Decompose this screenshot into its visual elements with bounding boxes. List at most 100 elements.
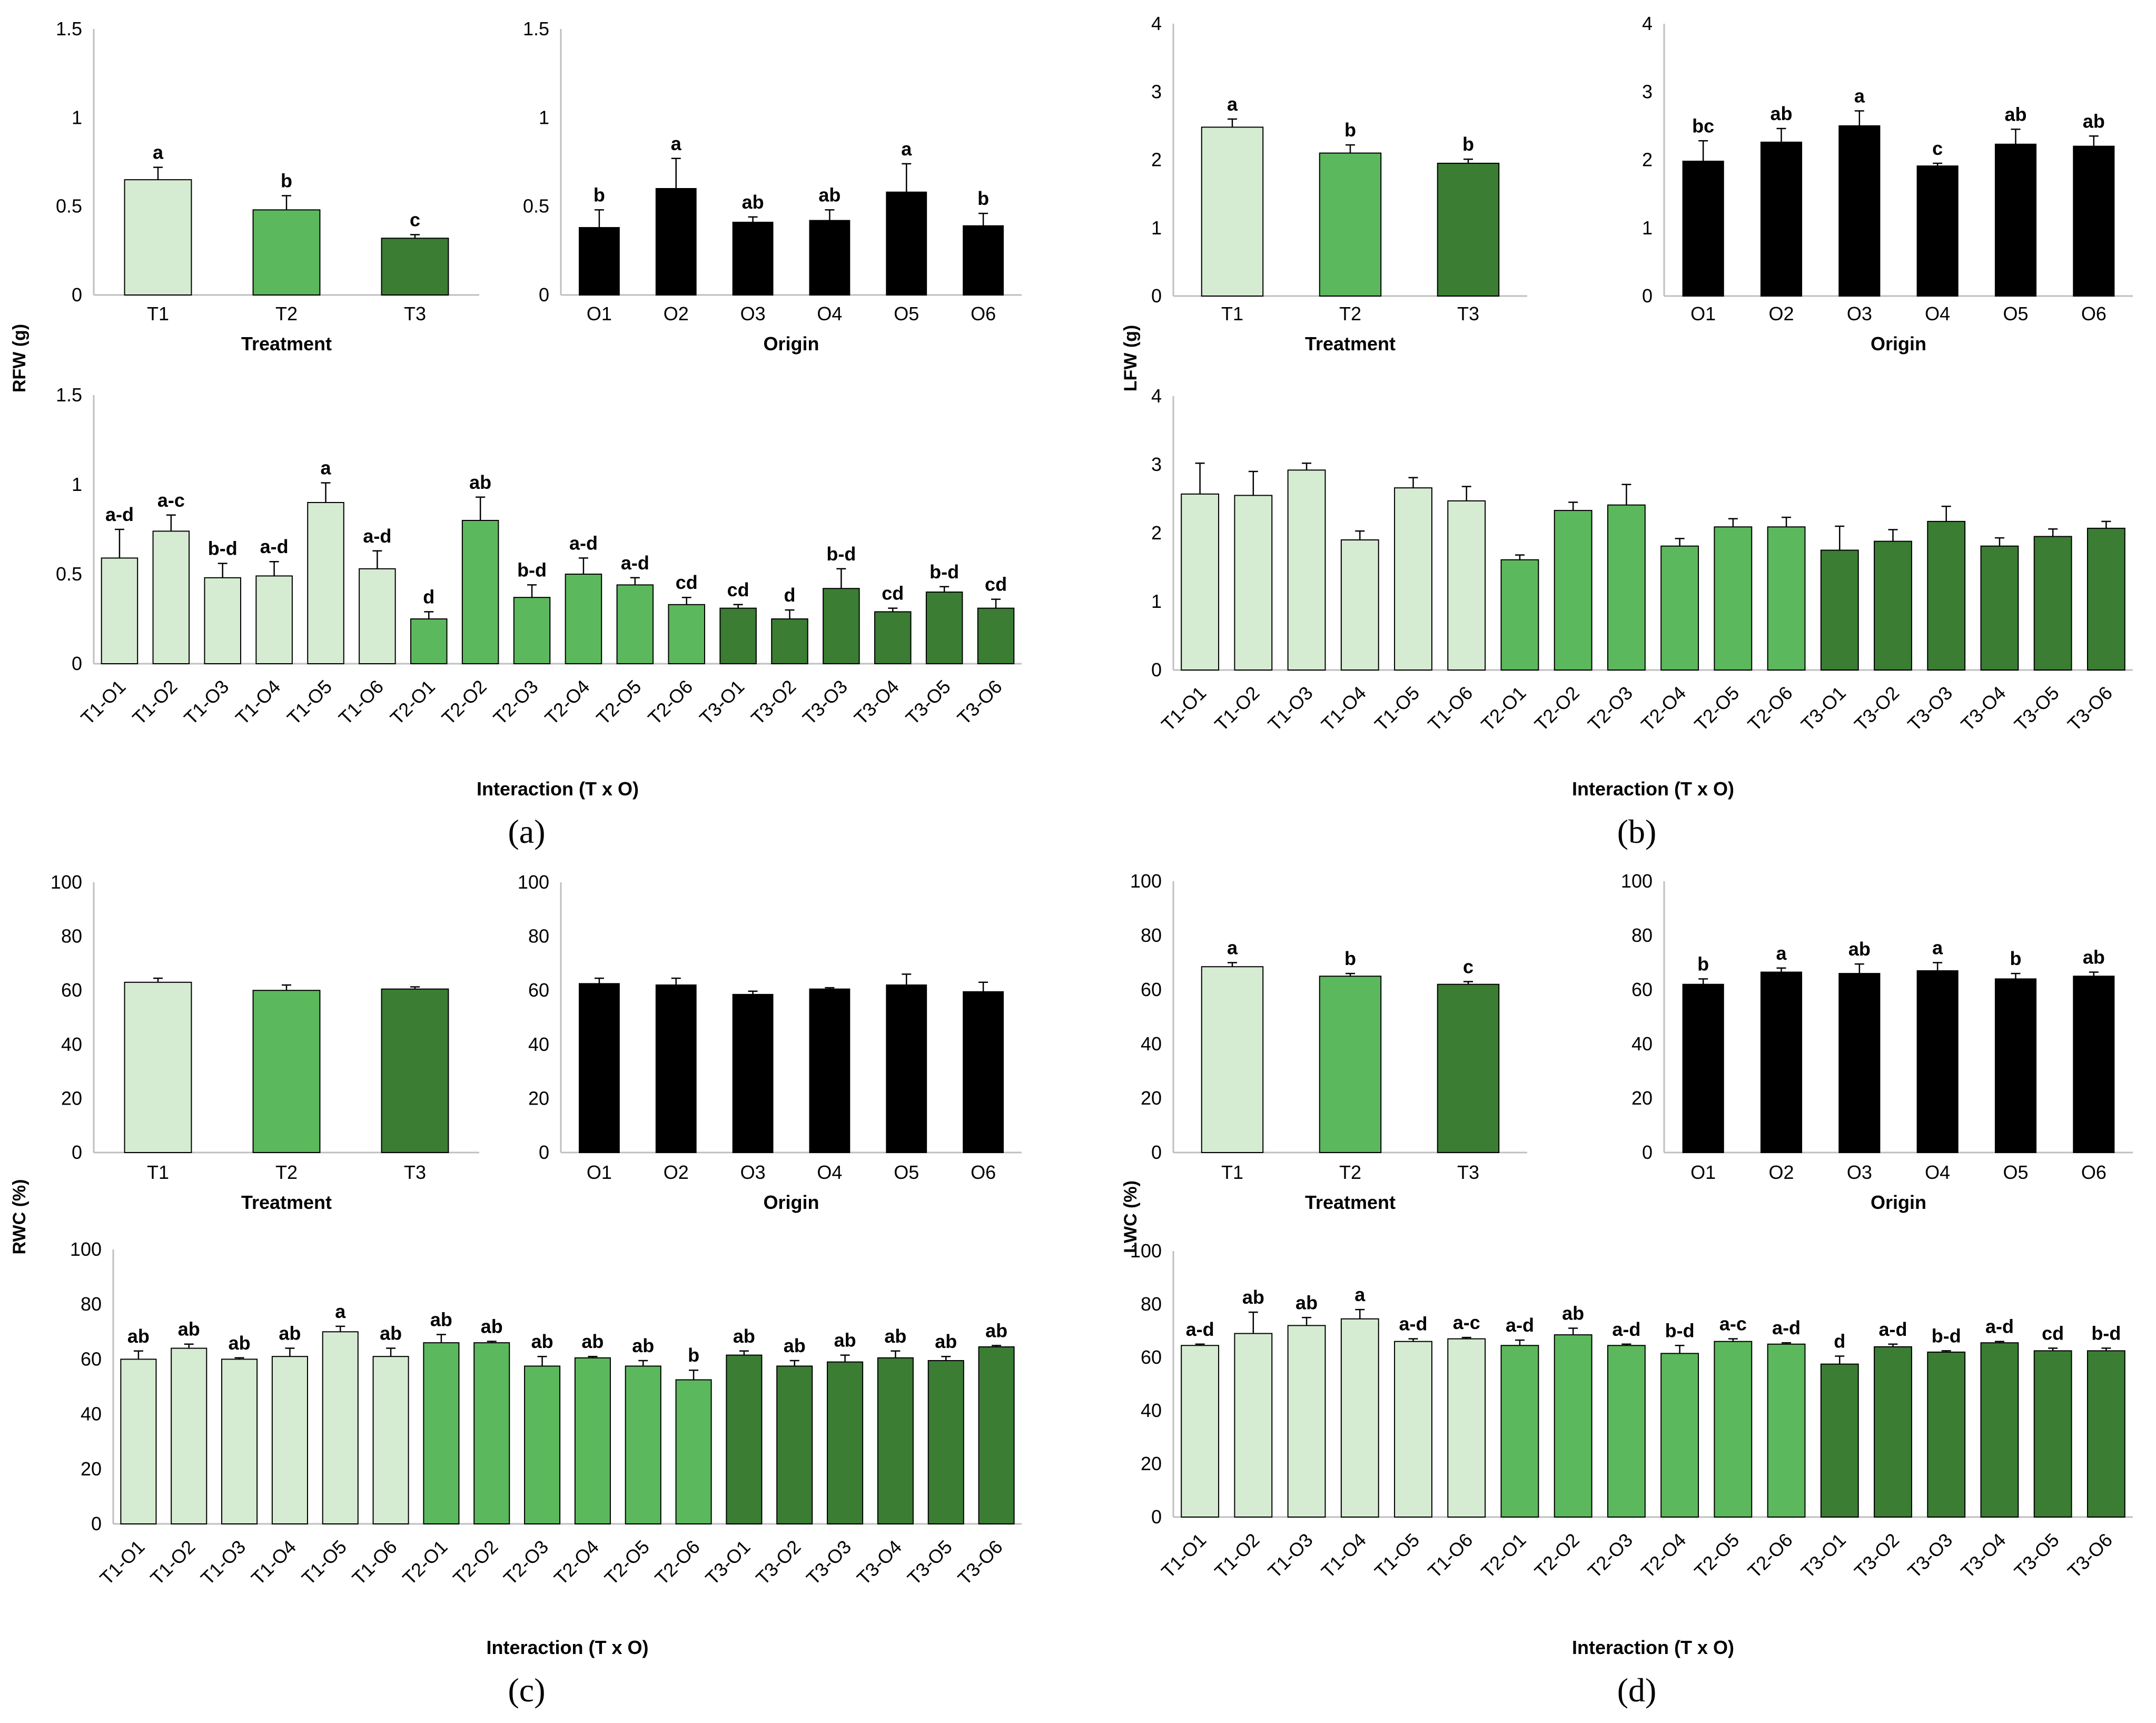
significance-letter-a3-T2-O6: cd (676, 572, 698, 593)
bar-c3-T2-O5 (625, 1365, 661, 1525)
bar-c2-O3 (732, 993, 774, 1154)
bar-b3-T1-O2 (1234, 495, 1273, 671)
bar-d2-O4 (1916, 970, 1959, 1153)
significance-letter-a3-T3-O5: b-d (929, 561, 959, 583)
significance-letter-c3-T1-O4: ab (279, 1323, 301, 1344)
bar-c2-O1 (579, 983, 620, 1153)
x-tick-label-c3-T2-O6: T2-O6 (651, 1536, 704, 1589)
x-tick-label-d1-T2: T2 (1339, 1161, 1361, 1183)
y-tick-label-d2: 100 (1621, 870, 1653, 892)
y-tick-label-b1: 2 (1151, 149, 1162, 171)
x-tick-label-c3-T2-O4: T2-O4 (550, 1536, 603, 1589)
y-tick-label-c3: 60 (81, 1348, 102, 1370)
y-tick-label-d1: 40 (1141, 1033, 1162, 1055)
bar-b3-T1-O5 (1394, 487, 1432, 671)
x-tick-label-c3-T3-O4: T3-O4 (853, 1536, 906, 1589)
y-tick-label-d2: 40 (1631, 1033, 1653, 1055)
panel-label-b: (b) (1617, 813, 1657, 850)
bar-c1-T1 (124, 981, 192, 1154)
bar-c3-T2-O4 (574, 1357, 611, 1524)
x-axis-title-b2: Origin (1871, 333, 1926, 355)
bar-b3-T2-O6 (1767, 526, 1806, 671)
x-tick-label-d3-T3-O2: T3-O2 (1850, 1529, 1903, 1582)
y-tick-label-c3: 100 (70, 1238, 102, 1260)
significance-letter-b2-O4: c (1932, 137, 1943, 159)
x-tick-label-d2-O2: O2 (1768, 1161, 1794, 1183)
significance-letter-a1-T3: c (410, 209, 420, 231)
x-tick-label-a3-T2-O3: T2-O3 (489, 676, 542, 729)
bar-b3-T3-O2 (1874, 540, 1912, 671)
y-tick-label-a3: 1.5 (56, 384, 82, 406)
y-tick-label-d2: 80 (1631, 924, 1653, 946)
significance-letter-a3-T3-O3: b-d (826, 543, 856, 565)
x-tick-label-b3-T1-O1: T1-O1 (1157, 682, 1210, 735)
bar-b3-T3-O1 (1820, 549, 1859, 671)
significance-letter-a3-T1-O2: a-c (157, 489, 185, 511)
y-tick-label-b3: 3 (1151, 454, 1162, 475)
x-tick-label-c3-T1-O4: T1-O4 (247, 1536, 300, 1589)
significance-letter-a3-T2-O2: ab (469, 471, 491, 493)
bar-d3-T2-O4 (1660, 1353, 1699, 1518)
significance-letter-c3-T1-O5: a (335, 1301, 346, 1322)
significance-letter-c3-T3-O3: ab (834, 1330, 856, 1351)
significance-letter-b1-T3: b (1462, 133, 1474, 155)
bar-b3-T2-O4 (1660, 545, 1699, 671)
significance-letter-a2-O1: b (594, 184, 605, 205)
significance-letter-a3-T2-O1: d (423, 586, 434, 607)
significance-letter-d3-T2-O2: ab (1562, 1302, 1584, 1324)
significance-letter-a3-T2-O5: a-d (621, 552, 649, 574)
y-tick-label-c1: 60 (61, 979, 82, 1001)
significance-letter-d1-T3: c (1463, 956, 1473, 978)
panel-label-c: (c) (508, 1671, 545, 1709)
x-tick-label-a3-T2-O5: T2-O5 (592, 676, 645, 729)
y-tick-label-d3: 60 (1141, 1346, 1162, 1368)
significance-letter-d3-T2-O3: a-d (1612, 1318, 1640, 1340)
significance-letter-a3-T3-O1: cd (727, 579, 749, 600)
y-tick-label-c2: 100 (518, 871, 549, 893)
significance-letter-d1-T1: a (1227, 937, 1238, 959)
bar-a3-T1-O5 (307, 502, 344, 664)
x-tick-label-a3-T2-O1: T2-O1 (386, 676, 439, 729)
bar-b3-T2-O1 (1500, 559, 1539, 671)
x-axis-title-c2: Origin (764, 1192, 819, 1213)
y-tick-label-a1: 0.5 (56, 195, 82, 217)
bar-a2-O3 (732, 221, 774, 296)
x-tick-label-a1-T1: T1 (147, 303, 169, 324)
significance-letter-a3-T3-O6: cd (985, 574, 1007, 595)
bar-b2-O5 (1994, 143, 2037, 297)
x-tick-label-c3-T3-O6: T3-O6 (954, 1536, 1007, 1589)
significance-letter-d3-T3-O1: d (1834, 1330, 1845, 1352)
bar-d3-T2-O2 (1554, 1334, 1593, 1518)
bar-b2-O1 (1682, 161, 1724, 297)
x-tick-label-d3-T1-O6: T1-O6 (1423, 1529, 1477, 1582)
x-tick-label-a3-T1-O4: T1-O4 (231, 676, 284, 729)
bar-a2-O2 (655, 188, 697, 296)
significance-letter-d1-T2: b (1344, 948, 1356, 969)
significance-letter-a3-T1-O6: a-d (363, 525, 391, 547)
x-tick-label-c3-T2-O3: T2-O3 (499, 1536, 552, 1589)
significance-letter-d3-T1-O5: a-d (1399, 1313, 1428, 1335)
x-tick-label-a3-T2-O2: T2-O2 (438, 676, 491, 729)
x-tick-label-a2-O4: O4 (817, 303, 842, 324)
x-tick-label-a3-T1-O6: T1-O6 (334, 676, 388, 729)
significance-letter-c3-T1-O1: ab (127, 1325, 150, 1347)
x-tick-label-a3-T3-O5: T3-O5 (902, 676, 955, 729)
x-tick-label-b3-T3-O2: T3-O2 (1850, 682, 1903, 735)
bar-a3-T2-O2 (461, 520, 499, 664)
significance-letter-d3-T1-O3: ab (1295, 1292, 1318, 1313)
y-tick-label-d3: 40 (1141, 1400, 1162, 1421)
y-tick-label-b3: 4 (1151, 385, 1162, 407)
x-tick-label-a2-O1: O1 (587, 303, 612, 324)
x-tick-label-b1-T3: T3 (1457, 303, 1479, 324)
significance-letter-a1-T1: a (153, 142, 164, 163)
bar-c3-T1-O5 (322, 1331, 359, 1525)
bar-d3-T2-O5 (1714, 1341, 1753, 1518)
x-tick-label-d3-T3-O5: T3-O5 (2010, 1529, 2063, 1582)
x-tick-label-a2-O2: O2 (664, 303, 689, 324)
y-tick-label-d2: 0 (1642, 1141, 1653, 1163)
x-tick-label-c1-T2: T2 (275, 1161, 298, 1183)
significance-letter-d2-O5: b (2010, 948, 2022, 969)
x-tick-label-a2-O3: O3 (740, 303, 766, 324)
bar-a3-T2-O4 (565, 574, 602, 664)
